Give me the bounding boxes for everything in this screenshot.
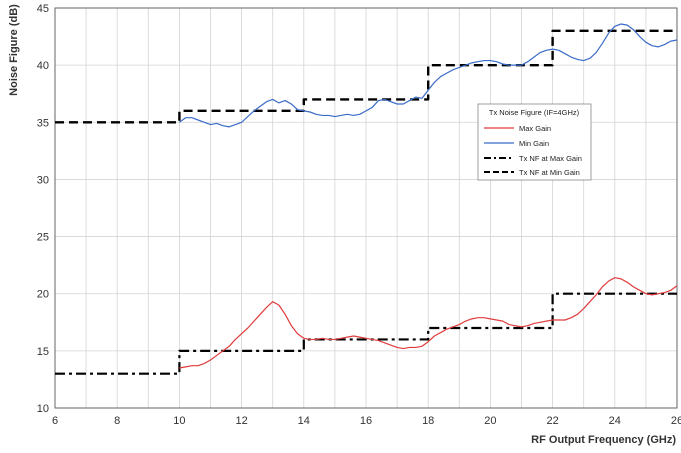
y-tick-label: 30 xyxy=(37,174,49,186)
series-tx-nf-max-gain-line xyxy=(55,292,677,375)
legend-label-tx-nf-max-gain: Tx NF at Max Gain xyxy=(519,154,582,163)
legend-box xyxy=(477,103,592,181)
legend-label-tx-nf-min-gain: Tx NF at Min Gain xyxy=(519,168,580,177)
x-tick-label: 22 xyxy=(546,415,558,427)
x-tick-label: 10 xyxy=(173,415,185,427)
x-tick-label: 20 xyxy=(484,415,496,427)
y-axis-ticks: 10 15 20 25 30 35 40 45 xyxy=(37,3,49,415)
x-tick-label: 18 xyxy=(422,415,434,427)
y-tick-label: 10 xyxy=(37,403,49,415)
legend: Tx Noise Figure (IF=4GHz) Max Gain Min G… xyxy=(477,103,592,181)
x-tick-label: 26 xyxy=(671,415,681,427)
series-tx-nf-min-gain-line xyxy=(55,29,677,124)
y-tick-label: 15 xyxy=(37,346,49,358)
x-axis-ticks: 6 8 10 12 14 16 18 20 22 24 26 xyxy=(52,415,681,427)
x-tick-label: 24 xyxy=(609,415,621,427)
series-layer xyxy=(55,23,678,375)
series-max-gain-line xyxy=(179,277,678,369)
y-axis-title: Noise Figure (dB) xyxy=(8,4,20,96)
legend-label-max-gain: Max Gain xyxy=(519,124,551,133)
grid-lines xyxy=(54,7,678,409)
x-axis-title: RF Output Frequency (GHz) xyxy=(531,434,676,446)
y-tick-label: 25 xyxy=(37,232,49,244)
legend-title: Tx Noise Figure (IF=4GHz) xyxy=(489,108,580,117)
plot-area-frame xyxy=(54,7,678,409)
x-tick-label: 12 xyxy=(235,415,247,427)
series-min-gain-line xyxy=(179,23,678,128)
y-tick-label: 45 xyxy=(37,3,49,15)
y-tick-label: 35 xyxy=(37,117,49,129)
y-tick-label: 40 xyxy=(37,60,49,72)
x-tick-label: 6 xyxy=(52,415,58,427)
x-tick-label: 14 xyxy=(298,415,310,427)
y-tick-label: 20 xyxy=(37,289,49,301)
x-tick-label: 8 xyxy=(114,415,120,427)
x-tick-label: 16 xyxy=(360,415,372,427)
legend-label-min-gain: Min Gain xyxy=(519,139,549,148)
